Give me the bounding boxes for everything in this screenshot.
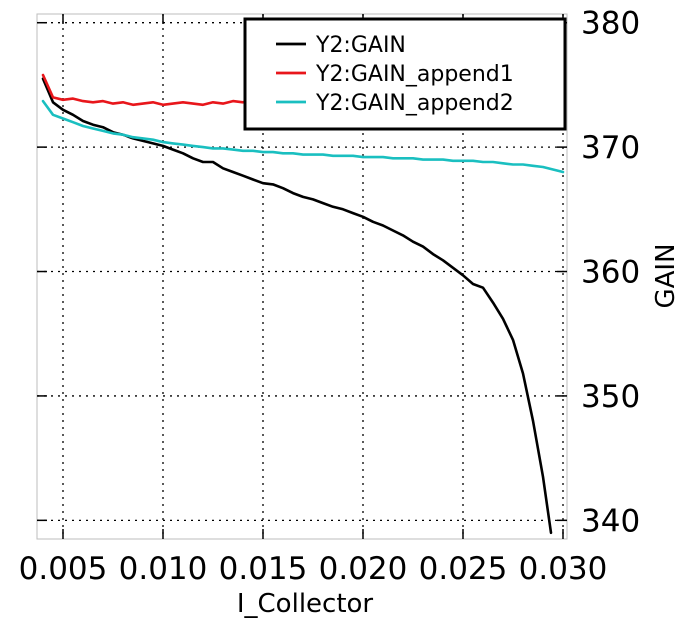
x-tick-labels: 0.005 0.010 0.015 0.020 0.025 0.030 — [19, 551, 608, 587]
legend-label-2: Y2:GAIN_append1 — [315, 62, 514, 87]
x-axis-title: I_Collector — [237, 589, 374, 619]
y-tick-label: 350 — [581, 379, 640, 415]
x-tick-label: 0.030 — [519, 551, 608, 587]
legend: Y2:GAIN Y2:GAIN_append1 Y2:GAIN_append2 — [243, 17, 567, 131]
x-tick-label: 0.015 — [219, 551, 308, 587]
legend-label-3: Y2:GAIN_append2 — [315, 91, 514, 116]
y-tick-label: 380 — [581, 6, 640, 42]
y-axis-title: GAIN — [651, 243, 681, 308]
y-tick-label: 340 — [581, 503, 640, 539]
x-tick-label: 0.005 — [19, 551, 108, 587]
series-line-3 — [41, 99, 565, 174]
plot-frame — [36, 13, 568, 540]
x-tick-label: 0.020 — [319, 551, 408, 587]
x-tick-label: 0.025 — [419, 551, 508, 587]
legend-label-1: Y2:GAIN — [315, 33, 406, 58]
y-tick-labels: 340 350 360 370 380 — [581, 6, 640, 540]
y-tick-label: 370 — [581, 130, 640, 166]
y-tick-label: 360 — [581, 255, 640, 291]
x-tick-label: 0.010 — [119, 551, 208, 587]
